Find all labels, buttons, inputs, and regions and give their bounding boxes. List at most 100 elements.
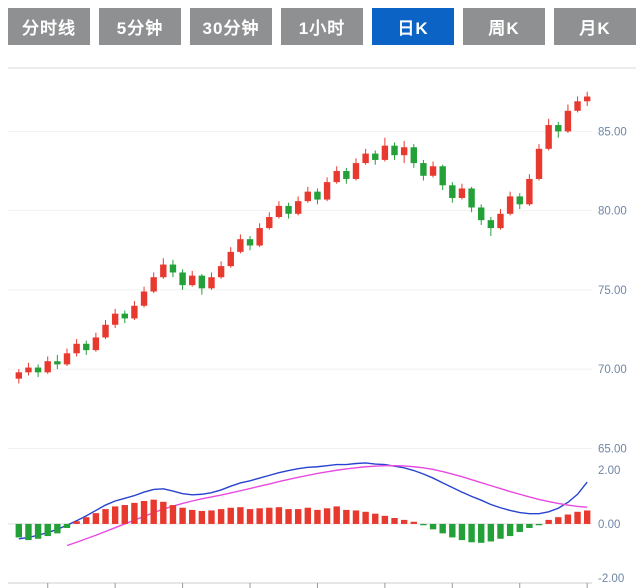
tab-monthly-k[interactable]: 月K xyxy=(554,8,636,45)
macd-bar xyxy=(160,501,167,524)
candle-up xyxy=(275,205,283,217)
candle-up xyxy=(381,145,389,160)
candle-up xyxy=(217,266,225,278)
macd-bar xyxy=(121,505,128,524)
candle-up xyxy=(535,148,543,179)
x-axis xyxy=(8,582,592,588)
macd-bar xyxy=(198,510,206,524)
tab-weekly-k[interactable]: 周K xyxy=(463,8,545,45)
macd-bar xyxy=(429,523,437,530)
candle-down xyxy=(121,313,128,319)
candle-up xyxy=(294,201,302,214)
price-gridlines xyxy=(8,67,636,449)
macd-bar xyxy=(400,519,408,524)
macd-bar xyxy=(44,523,51,537)
macd-bar xyxy=(237,507,244,524)
macd-bar xyxy=(574,511,581,524)
candle-down xyxy=(246,239,254,246)
candle-up xyxy=(323,182,331,200)
macd-bar xyxy=(83,517,90,524)
candle-down xyxy=(343,171,350,179)
candle-down xyxy=(169,264,177,273)
macd-bar xyxy=(294,509,302,524)
dif-line xyxy=(18,462,588,540)
candle-up xyxy=(44,361,51,373)
macd-bar xyxy=(73,521,80,524)
macd-bar xyxy=(323,508,331,524)
candle-up xyxy=(333,171,340,183)
candle-up xyxy=(189,275,196,286)
candle-up xyxy=(400,147,408,156)
macd-bar xyxy=(314,509,321,524)
macd-axis-label: -2.00 xyxy=(598,573,624,585)
candle-down xyxy=(391,145,398,156)
kline-chart[interactable]: 85.00 80.00 75.00 70.00 65.00 2.00 0.00 -2.00 xyxy=(0,56,644,588)
macd-bar xyxy=(535,523,543,526)
candle-down xyxy=(468,188,475,208)
tab-timeline[interactable]: 分时线 xyxy=(8,8,90,45)
candle-up xyxy=(545,125,552,149)
macd-bar xyxy=(63,523,71,528)
macd-bar xyxy=(487,523,495,542)
candle-up xyxy=(15,372,23,379)
price-axis-label: 80.00 xyxy=(598,206,627,218)
candle-down xyxy=(420,163,427,176)
macd-bar xyxy=(102,509,109,524)
candle-up xyxy=(458,188,466,198)
price-axis-label: 65.00 xyxy=(598,443,627,455)
price-axis-label: 85.00 xyxy=(598,126,627,138)
macd-bar xyxy=(420,523,427,526)
macd-bar xyxy=(150,499,157,524)
macd-bar xyxy=(25,523,32,541)
candle-up xyxy=(73,343,80,354)
candle-up xyxy=(92,337,100,351)
macd-bar xyxy=(208,510,215,524)
macd-bar xyxy=(217,509,225,524)
macd-bar xyxy=(111,506,119,524)
macd-bar xyxy=(333,506,340,524)
tab-5min[interactable]: 5分钟 xyxy=(99,8,181,45)
macd-bar xyxy=(304,507,312,524)
macd-bar xyxy=(227,507,234,524)
macd-bar xyxy=(285,509,292,524)
macd-bar xyxy=(256,508,263,524)
macd-bar xyxy=(381,515,389,524)
tab-1hour[interactable]: 1小时 xyxy=(281,8,363,45)
candle-down xyxy=(449,185,456,198)
candle-down xyxy=(198,275,206,289)
tab-daily-k[interactable]: 日K xyxy=(372,8,454,45)
macd-bar xyxy=(343,509,350,524)
candle-up xyxy=(131,305,138,319)
candle-up xyxy=(256,228,263,246)
macd-bar xyxy=(449,523,456,538)
candle-up xyxy=(506,196,514,214)
tab-30min[interactable]: 30分钟 xyxy=(190,8,272,45)
candle-up xyxy=(574,101,581,111)
macd-bar xyxy=(140,501,148,524)
macd-axis-label: 2.00 xyxy=(598,465,620,477)
macd-bar xyxy=(169,505,177,524)
macd-bar xyxy=(583,510,591,524)
candle-up xyxy=(160,264,167,278)
candle-down xyxy=(285,205,292,214)
candle-up xyxy=(150,277,157,292)
candle-down xyxy=(372,153,379,160)
candle-up xyxy=(25,367,32,373)
macd-bar xyxy=(564,514,572,524)
candle-up xyxy=(140,291,148,306)
candle-up xyxy=(362,153,369,164)
candles xyxy=(15,91,591,384)
macd-bar xyxy=(131,502,138,524)
candle-up xyxy=(526,178,533,205)
candle-down xyxy=(54,361,61,365)
macd-bar xyxy=(352,510,360,524)
candle-up xyxy=(564,110,572,132)
candle-up xyxy=(237,239,244,252)
price-axis-label: 70.00 xyxy=(598,364,627,376)
candle-up xyxy=(304,191,312,202)
timeframe-tabbar: 分时线 5分钟 30分钟 1小时 日K 周K 月K xyxy=(8,8,636,45)
macd-bar xyxy=(266,507,273,524)
candle-down xyxy=(439,166,446,186)
macd-bar xyxy=(555,517,562,524)
macd-bar xyxy=(189,509,196,524)
